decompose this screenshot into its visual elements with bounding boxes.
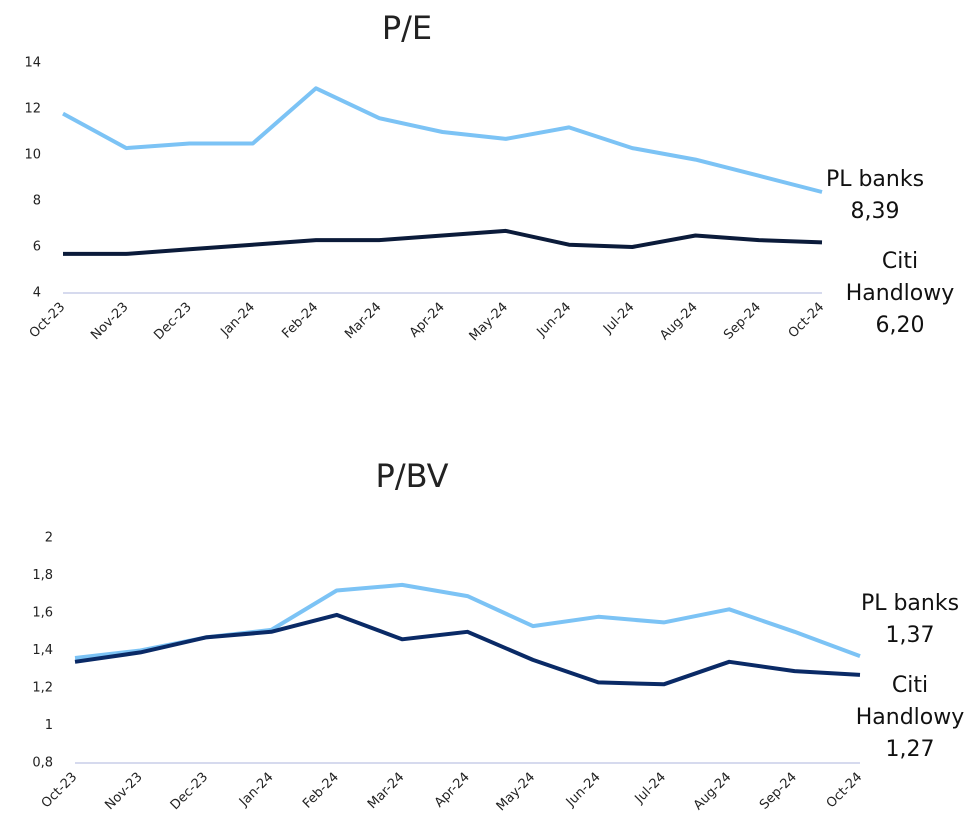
x-tick-label: Jul-24 xyxy=(600,300,637,337)
y-tick-label: 14 xyxy=(24,56,41,71)
series-name: Citi Handlowy xyxy=(855,673,965,730)
x-tick-label: Aug-24 xyxy=(691,770,735,814)
y-tick-label: 1,4 xyxy=(32,643,53,658)
y-tick-label: 2 xyxy=(45,531,53,546)
x-tick-label: Dec-23 xyxy=(168,770,211,813)
end-label: Citi Handlowy 6,20 xyxy=(840,246,960,342)
x-tick-label: Sep-24 xyxy=(757,770,800,813)
x-tick-label: Nov-23 xyxy=(102,770,145,813)
x-tick-label: Feb-24 xyxy=(279,300,321,342)
x-tick-label: Oct-23 xyxy=(39,770,81,812)
x-tick-label: Apr-24 xyxy=(407,300,448,341)
y-tick-label: 6 xyxy=(33,240,41,255)
series-line xyxy=(62,86,823,194)
series-line xyxy=(63,228,823,256)
x-tick-label: May-24 xyxy=(494,770,538,814)
x-tick-label: Oct-24 xyxy=(786,300,828,342)
series-name: PL banks xyxy=(860,591,960,616)
chart-title: P/BV xyxy=(376,457,449,495)
x-tick-label: Oct-24 xyxy=(824,770,866,812)
x-tick-label: Jan-24 xyxy=(218,300,259,341)
x-tick-label: May-24 xyxy=(467,300,511,344)
y-tick-label: 0,8 xyxy=(32,756,53,771)
y-tick-label: 8 xyxy=(33,194,41,209)
x-tick-label: Oct-23 xyxy=(27,300,69,342)
y-tick-label: 1,2 xyxy=(32,681,53,696)
end-label: Citi Handlowy 1,27 xyxy=(850,670,968,766)
y-tick-label: 1,6 xyxy=(32,606,53,621)
end-label: PL banks 8,39 xyxy=(815,164,935,228)
x-tick-label: Jun-24 xyxy=(534,300,575,341)
x-tick-label: Jan-24 xyxy=(236,770,277,811)
y-tick-label: 10 xyxy=(24,148,41,163)
x-tick-label: Mar-24 xyxy=(342,300,384,342)
x-tick-label: Dec-23 xyxy=(151,300,194,343)
value-label: 8,39 xyxy=(850,199,900,224)
chart-title: P/E xyxy=(382,9,432,47)
value-label: 6,20 xyxy=(875,313,925,338)
series-line xyxy=(74,582,861,660)
series-name: PL banks xyxy=(825,167,925,192)
y-tick-label: 4 xyxy=(33,286,41,301)
x-tick-label: Mar-24 xyxy=(365,770,407,812)
x-tick-label: Jun-24 xyxy=(563,770,604,811)
x-tick-label: Jul-24 xyxy=(632,770,669,807)
x-tick-label: Aug-24 xyxy=(657,300,701,344)
series-name: Citi Handlowy xyxy=(845,249,955,306)
x-tick-label: Apr-24 xyxy=(432,770,473,811)
end-label: PL banks 1,37 xyxy=(850,588,968,652)
x-tick-label: Feb-24 xyxy=(300,770,342,812)
y-tick-label: 1 xyxy=(45,718,53,733)
y-tick-label: 12 xyxy=(24,102,41,117)
y-tick-label: 1,8 xyxy=(32,568,53,583)
x-tick-label: Nov-23 xyxy=(88,300,131,343)
value-label: 1,27 xyxy=(885,737,935,762)
x-tick-label: Sep-24 xyxy=(721,300,764,343)
value-label: 1,37 xyxy=(885,623,935,648)
series-line xyxy=(74,612,861,687)
